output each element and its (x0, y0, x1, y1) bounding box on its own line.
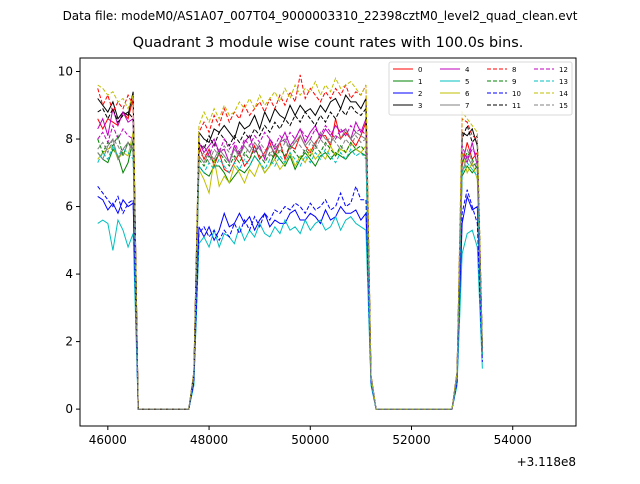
legend-box (388, 61, 573, 116)
y-tick-label: 6 (65, 200, 73, 214)
legend-label: 0 (418, 66, 422, 74)
series-line-1 (97, 138, 483, 410)
y-tick-label: 10 (58, 65, 73, 79)
series-line-14 (97, 77, 483, 410)
series-line-2 (97, 194, 483, 410)
figure-suptitle: Data file: modeM0/AS1A07_007T04_90000033… (62, 9, 578, 23)
x-tick-label: 52000 (392, 433, 430, 447)
legend-label: 12 (559, 66, 568, 74)
x-tick-label: 54000 (494, 433, 532, 447)
legend-label: 7 (465, 102, 469, 110)
series-line-9 (97, 134, 483, 410)
legend-label: 10 (512, 90, 521, 98)
series-line-12 (97, 123, 483, 410)
plot-frame (79, 57, 577, 427)
y-axis: 0 2 4 6 8 10 (58, 65, 80, 416)
legend-label: 8 (512, 66, 516, 74)
series-line-3 (97, 91, 483, 410)
legend-label: 9 (512, 78, 516, 86)
series-line-7 (97, 127, 483, 410)
y-tick-label: 4 (65, 267, 73, 281)
legend-label: 15 (559, 102, 568, 110)
x-tick-label: 48000 (190, 433, 228, 447)
series-line-6 (97, 132, 483, 410)
x-axis: 46000 48000 50000 52000 54000 (89, 426, 532, 447)
series-line-13 (97, 144, 483, 410)
legend-label: 13 (559, 78, 568, 86)
series-line-5 (97, 215, 483, 410)
legend-label: 5 (465, 78, 469, 86)
legend-label: 3 (418, 102, 422, 110)
legend-label: 14 (559, 90, 568, 98)
y-tick-label: 2 (65, 335, 73, 349)
legend-label: 4 (465, 66, 470, 74)
x-tick-label: 50000 (291, 433, 329, 447)
y-tick-label: 8 (65, 132, 73, 146)
legend-label: 6 (465, 90, 470, 98)
series-line-10 (97, 184, 483, 410)
legend-label: 2 (418, 90, 422, 98)
legend-label: 1 (418, 78, 422, 86)
x-tick-label: 46000 (89, 433, 127, 447)
series-layer (97, 74, 483, 410)
legend-label: 11 (512, 102, 521, 110)
y-tick-label: 0 (65, 402, 73, 416)
chart-title: Quadrant 3 module wise count rates with … (132, 35, 524, 51)
series-line-15 (97, 134, 483, 410)
series-line-11 (97, 104, 483, 410)
x-axis-offset-label: +3.118e8 (517, 455, 576, 469)
